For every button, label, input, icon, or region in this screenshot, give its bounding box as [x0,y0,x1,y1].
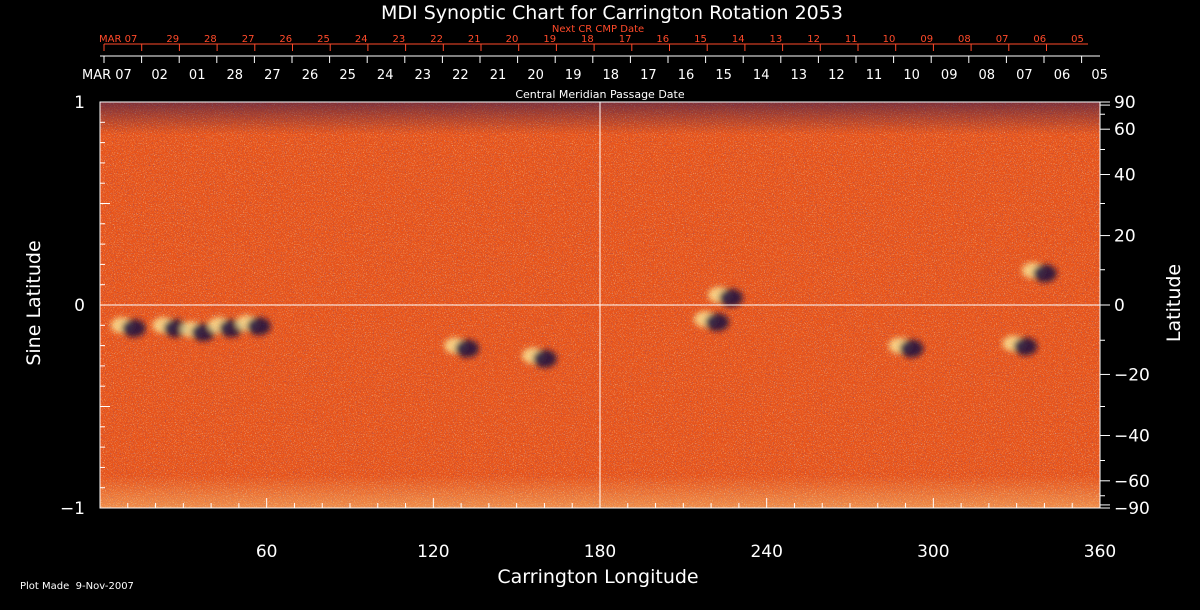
next-cr-date-label: 15 [694,34,707,45]
cmp-date-label: 24 [377,68,394,83]
next-cr-date-label: 11 [845,34,858,45]
next-cr-date-label: 07 [996,34,1009,45]
cmp-date-label: 12 [828,68,845,83]
cmp-date-label: 02 [151,68,168,83]
next-cr-date-label: 26 [279,34,292,45]
active-region-negative [121,319,146,338]
x-tick-label: 60 [256,542,278,562]
cmp-axis-title: Central Meridian Passage Date [515,88,684,101]
next-cr-date-label: 25 [317,34,330,45]
active-region-negative [1032,264,1057,283]
x-tick-label: 120 [417,542,449,562]
cmp-date-label: 06 [1054,68,1071,83]
next-cr-date-label: 08 [958,34,971,45]
plot-made-note: Plot Made 9-Nov-2007 [20,581,134,592]
cmp-date-label: 27 [264,68,281,83]
next-cr-date-label: 10 [883,34,896,45]
next-cr-date-label: 16 [656,34,669,45]
active-region-negative [1013,337,1038,356]
cmp-date-label: MAR 07 [82,68,132,83]
cmp-date-axes: MAR 07 02 01 28 27 26 25 24 23 22 21 20 19 18 17 16 15 14… [82,34,1108,83]
next-cr-date-label: 14 [732,34,745,45]
next-cr-date-label: 21 [468,34,481,45]
active-region-negative [705,313,730,332]
y-right-tick-label: −20 [1114,365,1150,385]
cmp-date-label: 28 [227,68,244,83]
next-cr-date-label: 19 [543,34,556,45]
next-cr-axis-title: Next CR CMP Date [552,24,644,35]
cmp-date-label: 13 [791,68,808,83]
next-cr-date-label: 23 [393,34,406,45]
chart-title: MDI Synoptic Chart for Carrington Rotati… [381,2,843,24]
active-region-negative [455,339,480,358]
next-cr-date-label: 06 [1033,34,1046,45]
next-cr-date-label: 05 [1071,34,1084,45]
y-right-tick-label: 90 [1114,93,1136,113]
x-tick-label: 240 [750,542,782,562]
y-axis-label-right: Latitude [1163,264,1185,342]
y-left-tick-label: −1 [60,499,85,519]
y-axis-right: 90 60 40 20 0 −20 −40 −60 −90 [1100,93,1150,519]
cmp-date-label: 14 [753,68,770,83]
cmp-date-label: 09 [941,68,958,83]
cmp-date-label: 21 [490,68,507,83]
next-cr-date-label: 12 [807,34,820,45]
y-right-tick-label: 40 [1114,166,1136,186]
cmp-date-label: 07 [1016,68,1033,83]
next-cr-date-label: 22 [430,34,443,45]
cmp-date-label: 01 [189,68,206,83]
cmp-date-label: 18 [603,68,620,83]
active-region-negative [246,317,271,336]
next-cr-date-label: 17 [619,34,632,45]
next-cr-date-label: 13 [770,34,783,45]
active-regions [110,262,1057,368]
active-region-negative [719,288,743,307]
y-left-tick-label: 0 [74,296,85,316]
y-right-tick-label: −90 [1114,499,1150,519]
y-right-tick-label: 60 [1114,120,1136,140]
next-cr-date-label: 27 [242,34,255,45]
x-axis: 60 120 180 240 300 360 [127,498,1116,562]
next-cr-date-label: 09 [920,34,933,45]
y-right-tick-label: 20 [1114,227,1136,247]
y-right-tick-label: 0 [1114,296,1125,316]
cmp-date-label: 11 [866,68,883,83]
cmp-date-label: 19 [565,68,582,83]
x-tick-label: 300 [917,542,949,562]
x-tick-label: 360 [1084,542,1116,562]
cmp-date-label: 26 [302,68,319,83]
cmp-date-label: 15 [715,68,732,83]
next-cr-date-label: 24 [355,34,368,45]
cmp-date-label: 25 [339,68,356,83]
cmp-date-label: 16 [678,68,695,83]
next-cr-date-label: 29 [166,34,179,45]
active-region-negative [899,339,924,358]
next-cr-date-label: MAR 07 [99,34,137,45]
cmp-date-label: 10 [903,68,920,83]
y-left-tick-label: 1 [74,93,85,113]
next-cr-date-label: 18 [581,34,594,45]
cmp-date-label: 17 [640,68,657,83]
next-cr-date-label: 20 [506,34,519,45]
x-tick-label: 180 [584,542,616,562]
cmp-date-label: 22 [452,68,469,83]
cmp-date-label: 20 [527,68,544,83]
y-right-tick-label: −40 [1114,426,1150,446]
x-axis-label: Carrington Longitude [497,566,698,588]
y-axis-label-left: Sine Latitude [23,240,45,365]
y-axis-left: 1 0 −1 [60,93,110,519]
cmp-date-label: 23 [415,68,432,83]
y-right-tick-label: −60 [1114,472,1150,492]
next-cr-date-label: 28 [204,34,217,45]
cmp-date-label: 08 [979,68,996,83]
active-region-negative [532,349,557,368]
cmp-date-label: 05 [1091,68,1108,83]
